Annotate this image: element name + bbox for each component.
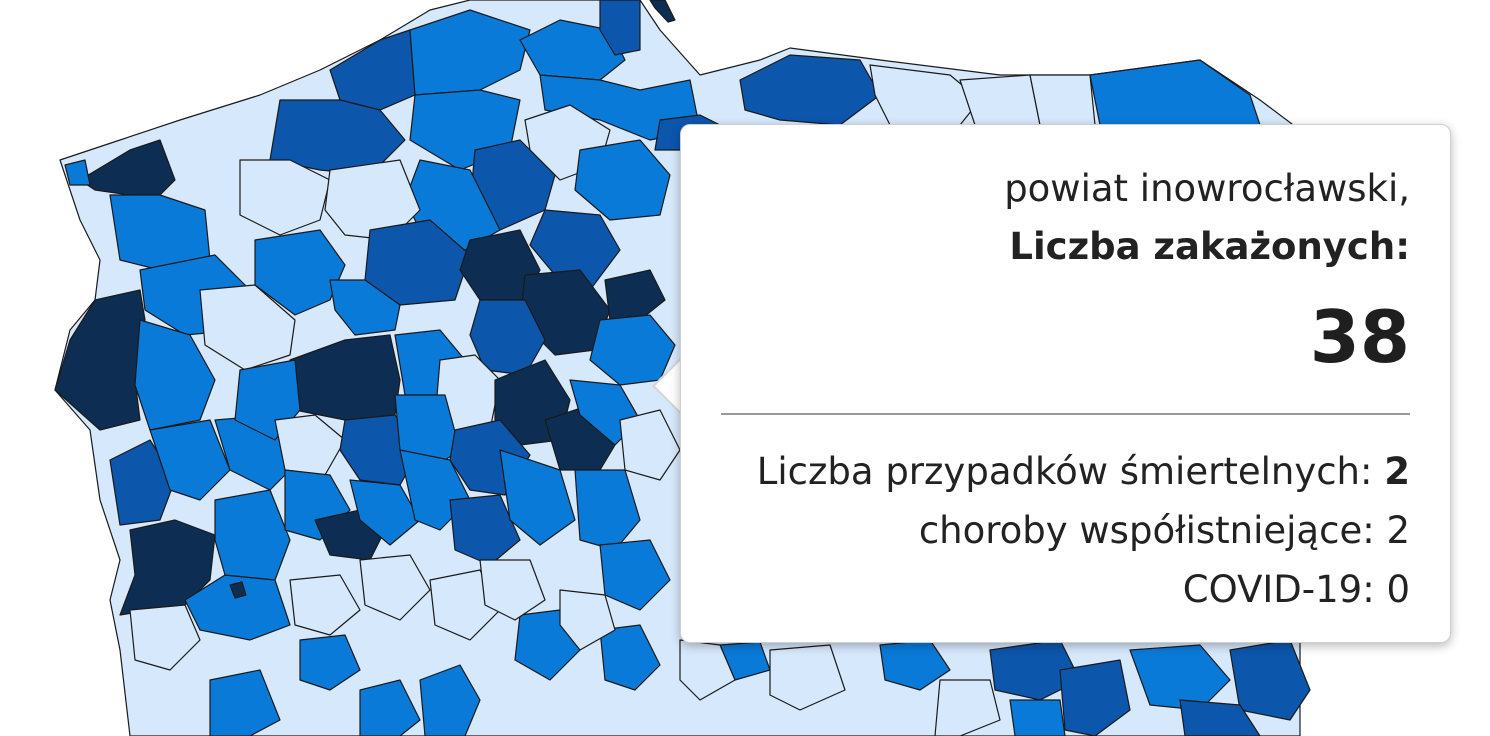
region-c-11 <box>329 279 401 336</box>
region-s-3 <box>359 679 421 736</box>
region-c-19 <box>274 414 346 476</box>
region-tooltip: powiat inowrocławski, Liczba zakażonych:… <box>680 124 1451 643</box>
region-s-4 <box>419 664 481 736</box>
tooltip-covid-row: COVID-19: 0 <box>1183 568 1410 612</box>
region-c-1 <box>239 159 331 236</box>
region-se-6 <box>1009 699 1066 736</box>
region-s-grid-6 <box>559 589 616 651</box>
tooltip-arrow <box>655 358 683 414</box>
region-w-dark <box>54 289 146 431</box>
region-c-10 <box>254 229 346 316</box>
region-s-grid-8 <box>769 644 846 711</box>
tooltip-region-name: powiat inowrocławski, <box>1004 167 1410 210</box>
region-ne-5 <box>1089 59 1261 126</box>
region-c-28 <box>499 449 576 546</box>
region-s-grid-5 <box>479 559 546 621</box>
region-c-29 <box>574 469 641 551</box>
region-n-10 <box>574 139 671 221</box>
region-w-2 <box>134 319 216 431</box>
tooltip-deaths-value: 2 <box>1384 450 1410 493</box>
region-s-grid-2 <box>289 574 361 636</box>
tooltip-comorbid-row: choroby współistniejące: 2 <box>919 509 1410 553</box>
tooltip-divider <box>721 413 1410 415</box>
tooltip-covid-label: COVID-19: <box>1182 568 1375 611</box>
region-s-2 <box>209 669 281 736</box>
region-s-grid-9 <box>934 679 1001 736</box>
tooltip-comorbid-label: choroby współistniejące: <box>918 509 1375 552</box>
region-c-30 <box>599 539 671 611</box>
region-se-5 <box>1179 699 1261 736</box>
tooltip-metric-label: Liczba zakażonych: <box>1009 225 1410 268</box>
region-se-3 <box>1129 644 1231 711</box>
region-se-2 <box>1059 659 1131 736</box>
region-ne-1 <box>739 54 881 126</box>
region-w-4 <box>149 419 231 501</box>
tooltip-deaths-row: Liczba przypadków śmiertelnych: 2 <box>757 450 1410 494</box>
region-ne-3 <box>959 74 1041 126</box>
region-n-6 <box>599 0 641 56</box>
tooltip-metric-value: 38 <box>1309 295 1410 379</box>
region-s-6 <box>299 634 361 691</box>
region-s-grid-1 <box>129 604 201 671</box>
region-c-25 <box>349 479 421 546</box>
region-nw-2 <box>64 159 91 186</box>
region-n-1 <box>329 29 416 111</box>
region-s-grid-7 <box>679 639 736 701</box>
region-c-27 <box>449 494 521 566</box>
region-s-grid-3 <box>359 554 431 621</box>
tooltip-comorbid-value: 2 <box>1386 509 1410 552</box>
region-ne-4 <box>1029 74 1096 126</box>
region-nw-1 <box>79 139 176 196</box>
tooltip-covid-value: 0 <box>1386 568 1410 611</box>
region-c-6 <box>604 269 666 321</box>
region-s-5 <box>599 624 661 691</box>
region-hel <box>649 0 676 23</box>
region-w-3 <box>109 439 176 526</box>
tooltip-deaths-label: Liczba przypadków śmiertelnych: <box>756 450 1373 493</box>
region-s-dot <box>229 581 247 599</box>
